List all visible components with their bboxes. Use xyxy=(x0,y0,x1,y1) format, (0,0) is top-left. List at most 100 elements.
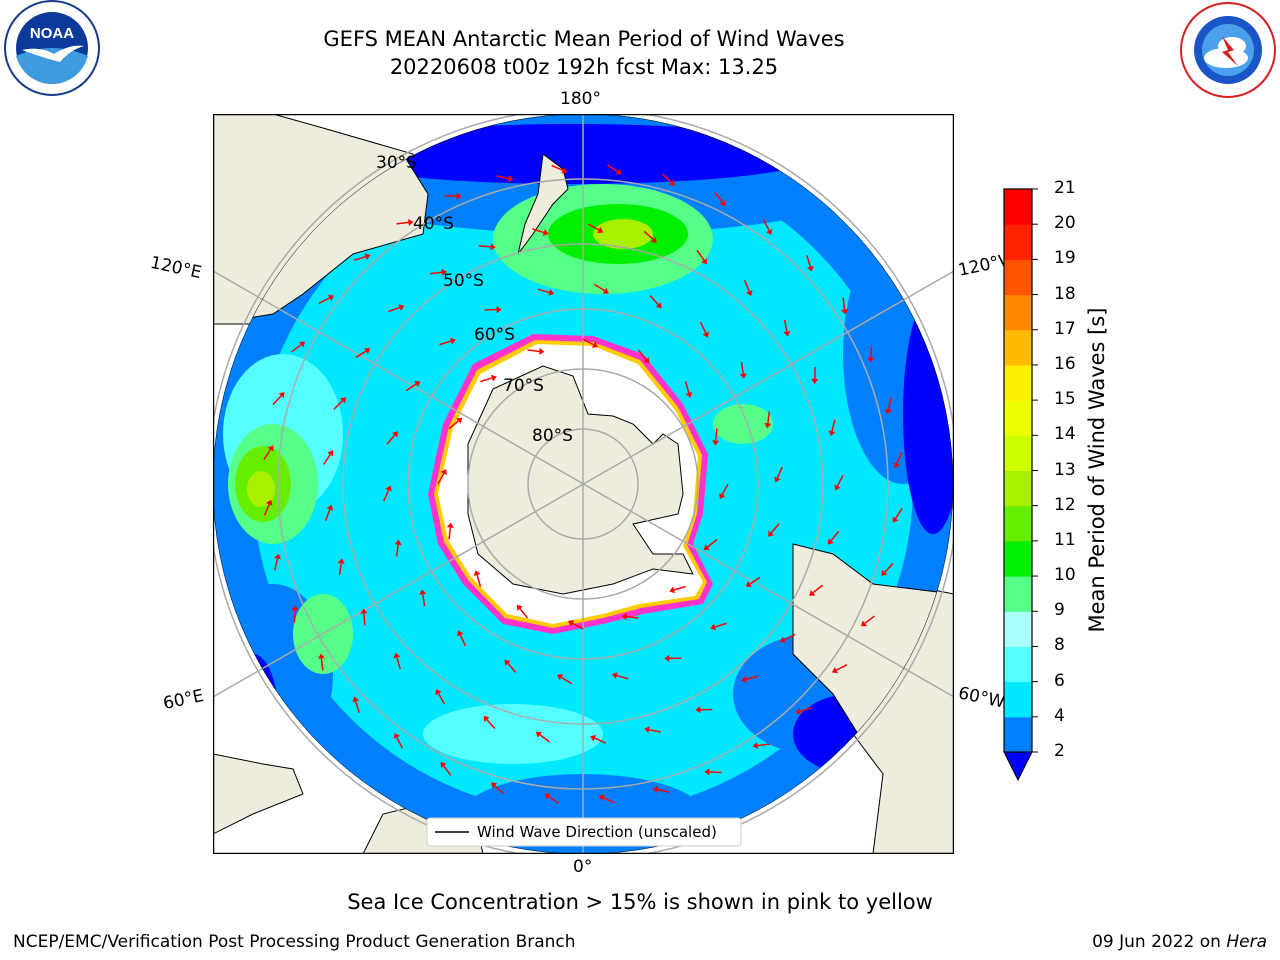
wave-arrow xyxy=(745,675,759,680)
new-zealand xyxy=(517,153,569,255)
colorbar-tick-label: 10 xyxy=(1054,565,1076,586)
lat-label-60: 60°S xyxy=(474,325,515,345)
wave-arrow xyxy=(448,527,452,540)
wave-arrow xyxy=(486,719,496,730)
wave-arrow xyxy=(864,615,875,624)
wave-arrow-head xyxy=(893,462,900,469)
wave-arrow-head xyxy=(544,793,551,800)
wave-arrow xyxy=(661,173,672,183)
wave-arrow xyxy=(887,397,892,410)
wave-arrow-head xyxy=(507,175,514,182)
wave-arrow-head xyxy=(299,341,306,348)
wave-arrow-head xyxy=(483,715,490,722)
wave-arrow-head xyxy=(491,782,498,789)
wave-arrow-head xyxy=(441,268,447,276)
wave-arrow xyxy=(396,657,402,670)
wave-arrow xyxy=(386,434,396,445)
wave-arrow xyxy=(443,765,452,776)
wave-arrow xyxy=(263,449,272,460)
wave-arrow xyxy=(582,338,594,346)
colorbar-tick-label: 8 xyxy=(1054,635,1065,656)
wave-arrow xyxy=(548,795,559,804)
colorbar-tick-label: 20 xyxy=(1054,213,1076,234)
wave-arrow-head xyxy=(739,373,747,379)
wave-arrow-head xyxy=(892,516,899,523)
wave-arrow xyxy=(714,428,718,441)
wave-arrow xyxy=(448,420,459,430)
colorbar-band xyxy=(1004,470,1032,507)
wave-arrow xyxy=(429,271,442,275)
wave-arrow xyxy=(363,613,366,626)
wave-arrow xyxy=(714,622,727,628)
wave-arrow-head xyxy=(685,391,693,398)
lon-label-0: 0° xyxy=(573,857,593,877)
lon-label-60e: 60°E xyxy=(161,685,206,715)
wave-arrow-head xyxy=(621,613,627,621)
wave-arrow xyxy=(293,610,296,623)
noaa-logo: NOAA xyxy=(4,0,100,96)
wave-arrow xyxy=(743,280,750,292)
footer-credit: NCEP/EMC/Verification Post Processing Pr… xyxy=(13,932,576,952)
wave-arrow-head xyxy=(741,675,747,683)
colorbar-tick-label: 13 xyxy=(1054,459,1076,480)
colorbar-tick-label: 2 xyxy=(1054,741,1065,761)
wave-arrow-head xyxy=(602,287,609,294)
colorbar-band xyxy=(1004,646,1032,683)
wave-arrow-head xyxy=(548,289,555,296)
footer-host: Hera xyxy=(1226,932,1267,952)
wave-arrow xyxy=(767,411,771,424)
wave-arrow-head xyxy=(834,484,841,491)
wave-arrow xyxy=(478,245,491,248)
wave-arrow xyxy=(323,454,331,465)
lon-label-60w: 60°W xyxy=(956,683,1007,713)
wind-wave-arrows xyxy=(263,164,903,804)
wave-arrow xyxy=(800,707,812,713)
wave-arrow-head xyxy=(568,620,575,627)
colorbar-tick-label: 6 xyxy=(1054,670,1065,691)
colorbar-tick-label: 18 xyxy=(1054,283,1076,304)
wave-arrow xyxy=(673,585,686,591)
wave-arrow-head xyxy=(473,570,481,577)
wave-arrow-head xyxy=(435,689,442,696)
wave-arrow-head xyxy=(828,430,836,437)
wave-arrow xyxy=(354,701,360,713)
wave-arrow-head xyxy=(719,200,726,207)
wave-arrow-head xyxy=(644,726,650,734)
wave-arrow-head xyxy=(392,431,398,438)
wave-arrow xyxy=(603,797,615,804)
colorbar-band xyxy=(1004,681,1032,718)
colorbar-band xyxy=(1004,294,1032,331)
wave-arrow xyxy=(896,452,903,464)
wave-arrow xyxy=(657,788,670,793)
wave-arrow xyxy=(388,306,400,313)
wave-arrow-head xyxy=(291,605,299,611)
wave-arrow xyxy=(480,377,493,383)
wave-arrow xyxy=(560,676,572,685)
wave-arrow-head xyxy=(456,192,462,200)
wave-arrow xyxy=(263,504,270,516)
wave-arrow xyxy=(396,737,403,749)
wave-arrow xyxy=(551,164,563,171)
wave-arrow xyxy=(421,594,426,607)
footer-date: 09 Jun 2022 on Hera xyxy=(1092,932,1267,952)
wave-arrow-head xyxy=(364,253,371,261)
wave-arrow xyxy=(338,563,342,576)
colorbar-tick-label: 11 xyxy=(1054,529,1076,550)
wave-arrow xyxy=(272,395,282,406)
wave-arrow-head xyxy=(327,450,334,457)
wave-arrow-head xyxy=(385,485,392,492)
wave-arrow-head xyxy=(655,302,662,309)
wave-arrow-head xyxy=(456,417,463,424)
wave-arrow-head xyxy=(779,636,786,643)
wave-arrow-head xyxy=(542,229,549,236)
graticule xyxy=(213,114,954,854)
wave-arrow-head xyxy=(597,226,604,234)
wave-arrow xyxy=(333,400,344,410)
wave-arrow-head xyxy=(394,539,402,546)
legend-label: Wind Wave Direction (unscaled) xyxy=(477,823,717,841)
wave-arrow xyxy=(812,584,823,594)
wave-arrow xyxy=(607,164,618,173)
colorbar-tick-label: 4 xyxy=(1054,705,1065,726)
wave-arrow-head xyxy=(611,672,618,679)
wave-arrow xyxy=(476,574,482,587)
